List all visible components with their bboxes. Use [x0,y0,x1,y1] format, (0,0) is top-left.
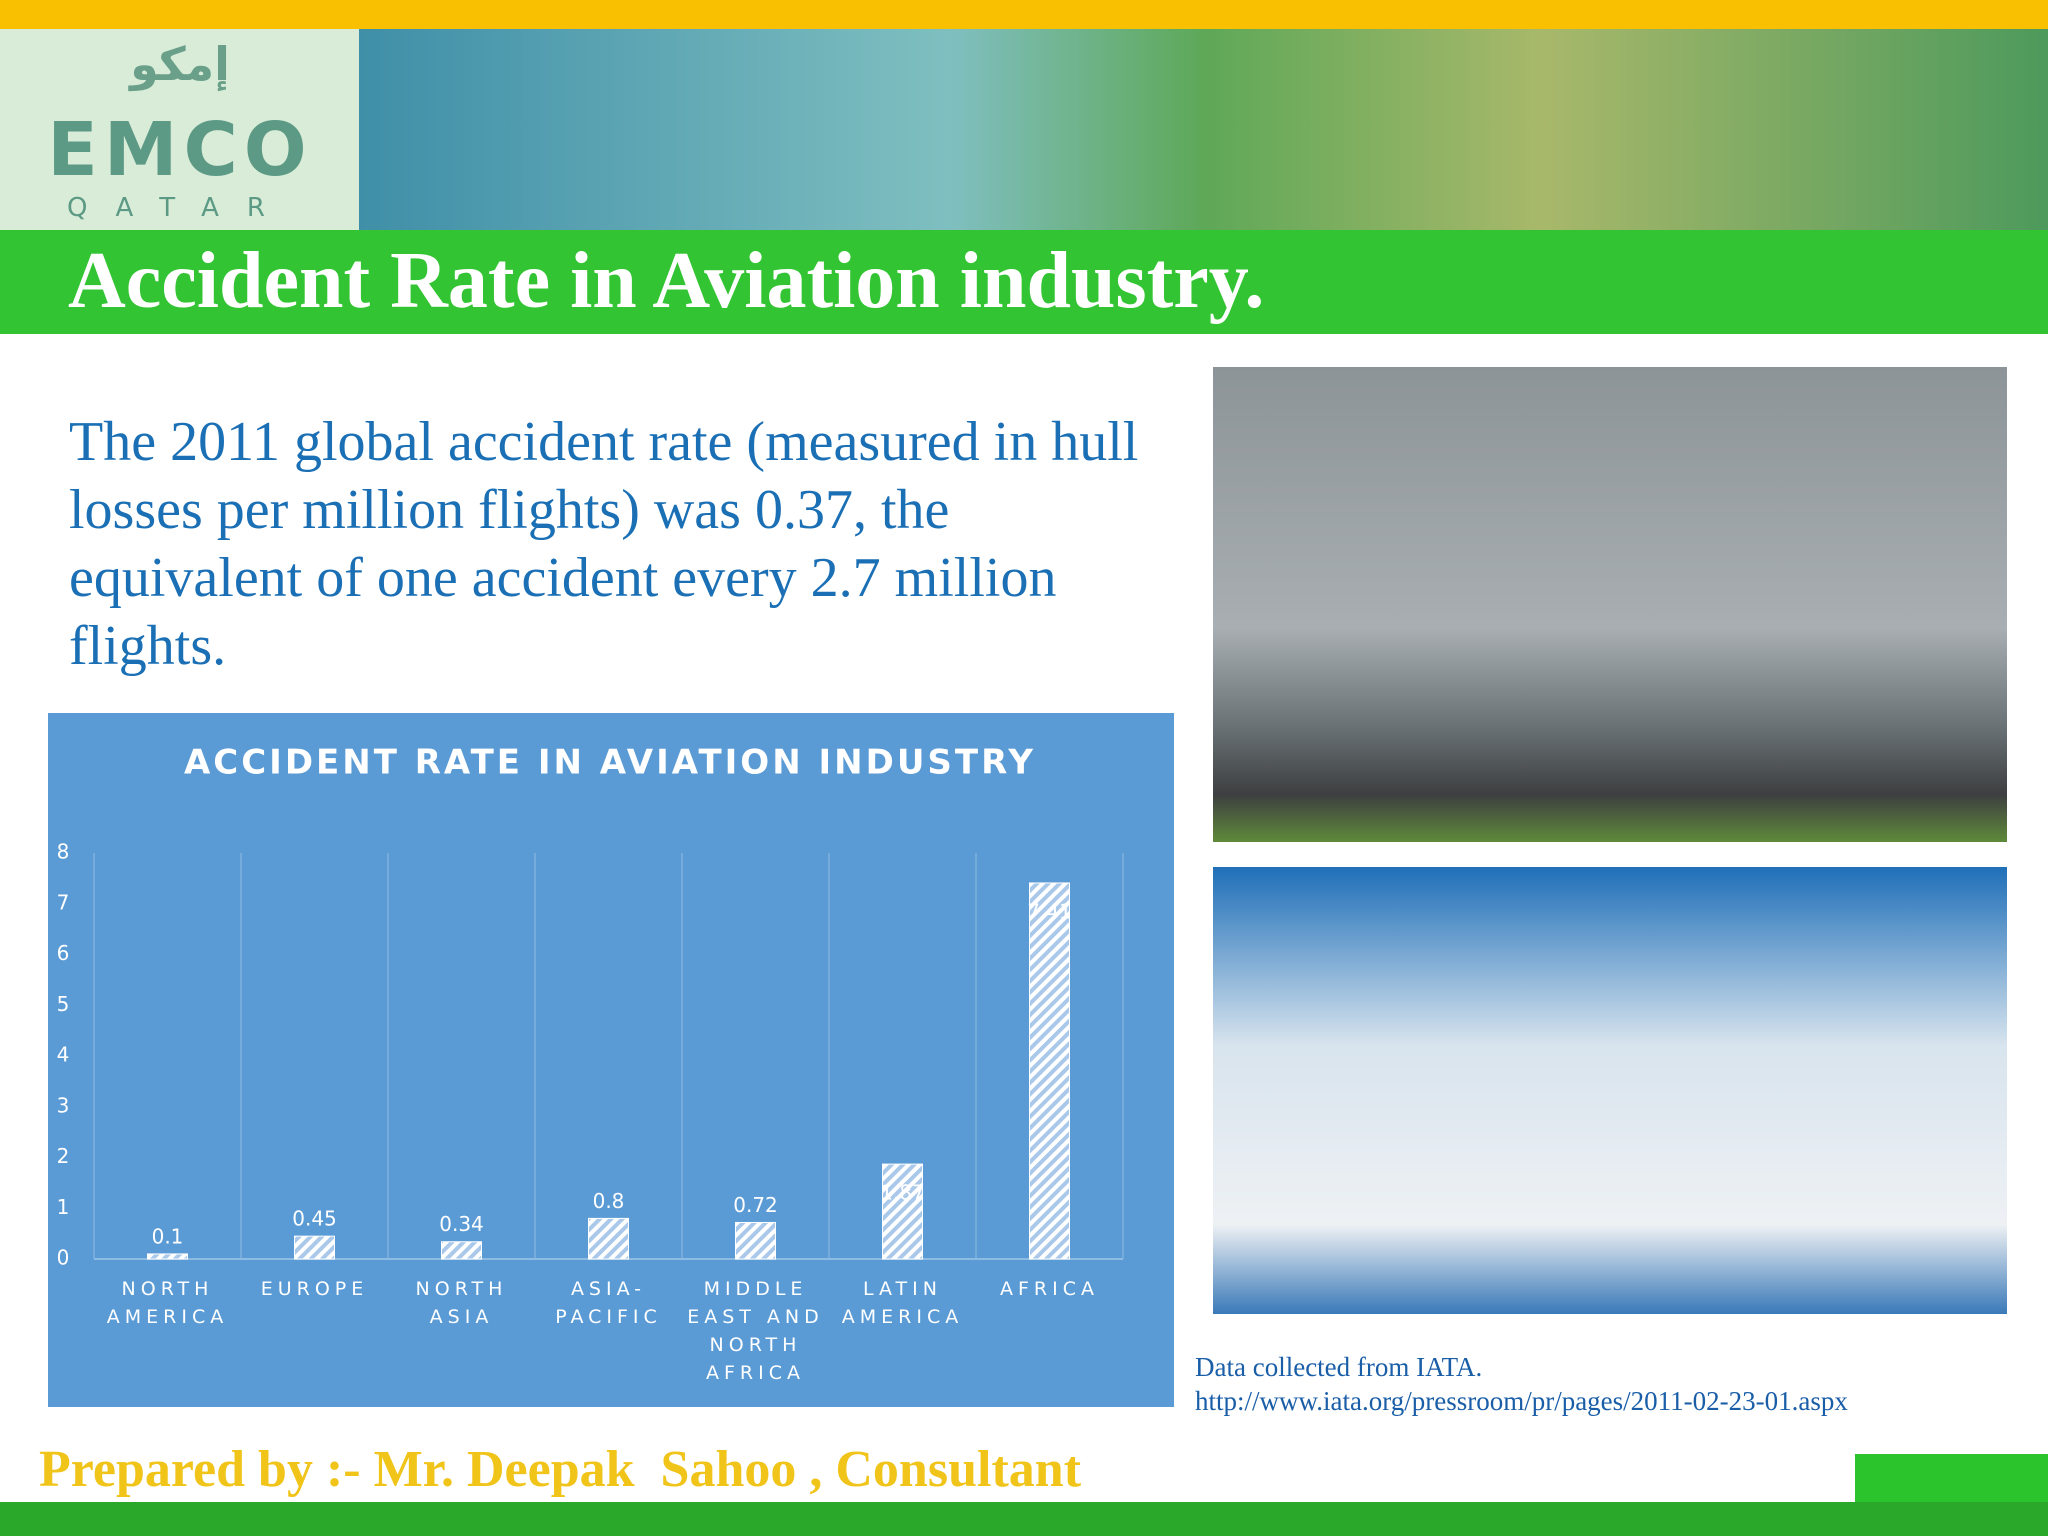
x-tick-label: AFRICA [1000,1278,1099,1300]
top-bar [0,0,2048,29]
title-bar [0,230,2048,334]
logo-box [0,29,359,230]
logo-arabic: إمكو [128,37,230,92]
source-text: Data collected from IATA. [1195,1352,1483,1382]
y-tick-label: 4 [57,1043,70,1067]
x-tick-label: NORTH ASIA [415,1278,508,1328]
y-tick-label: 2 [57,1144,70,1168]
y-tick-label: 1 [57,1195,70,1219]
chart-title: ACCIDENT RATE IN AVIATION INDUSTRY [184,743,1036,783]
photo [1213,367,2007,842]
photo [1213,867,2007,1314]
bar [294,1235,335,1260]
y-tick-label: 5 [57,992,70,1016]
logo-sub: QATAR [67,193,293,223]
intro-text: The 2011 global accident rate (measured … [69,411,1139,677]
data-label: 0.8 [593,1189,625,1213]
bar [588,1217,629,1260]
bar [441,1241,482,1260]
bar [735,1221,776,1260]
chart-area [48,713,1174,1407]
y-tick-label: 0 [57,1246,70,1270]
data-label: 1.87 [880,1181,925,1205]
data-label: 7.41 [1027,899,1072,923]
logo-name: EMCO [47,107,312,193]
x-tick-label: MIDDLE EAST AND NORTH AFRICA [687,1278,824,1384]
x-tick-label: EUROPE [260,1278,369,1300]
data-label: 0.45 [292,1207,337,1231]
footer-block [1855,1454,2048,1502]
x-tick-label: LATIN AMERICA [841,1278,964,1328]
bar [1029,882,1070,1260]
bar [147,1253,188,1260]
y-tick-label: 8 [57,840,70,864]
chart: ACCIDENT RATE IN AVIATION INDUSTRY 0 1 2 3 4… [57,743,1124,1270]
data-label: 0.34 [439,1212,484,1236]
data-label: 0.1 [152,1224,184,1248]
bar [882,1163,923,1260]
y-tick-label: 6 [57,941,70,965]
bottom-bar [0,1502,2048,1536]
y-tick-label: 7 [57,890,70,914]
y-tick-label: 3 [57,1093,70,1117]
banner-images [359,29,2048,230]
data-label: 0.72 [733,1193,778,1217]
slide-title: Accident Rate in Aviation industry. [68,237,1265,325]
source-url: http://www.iata.org/pressroom/pr/pages/2… [1195,1386,1848,1416]
x-tick-label: NORTH AMERICA [106,1278,229,1328]
x-tick-label: ASIA-PACIFIC [555,1278,662,1328]
footer-text: Prepared by :- Mr. Deepak Sahoo , Consul… [39,1441,1082,1498]
